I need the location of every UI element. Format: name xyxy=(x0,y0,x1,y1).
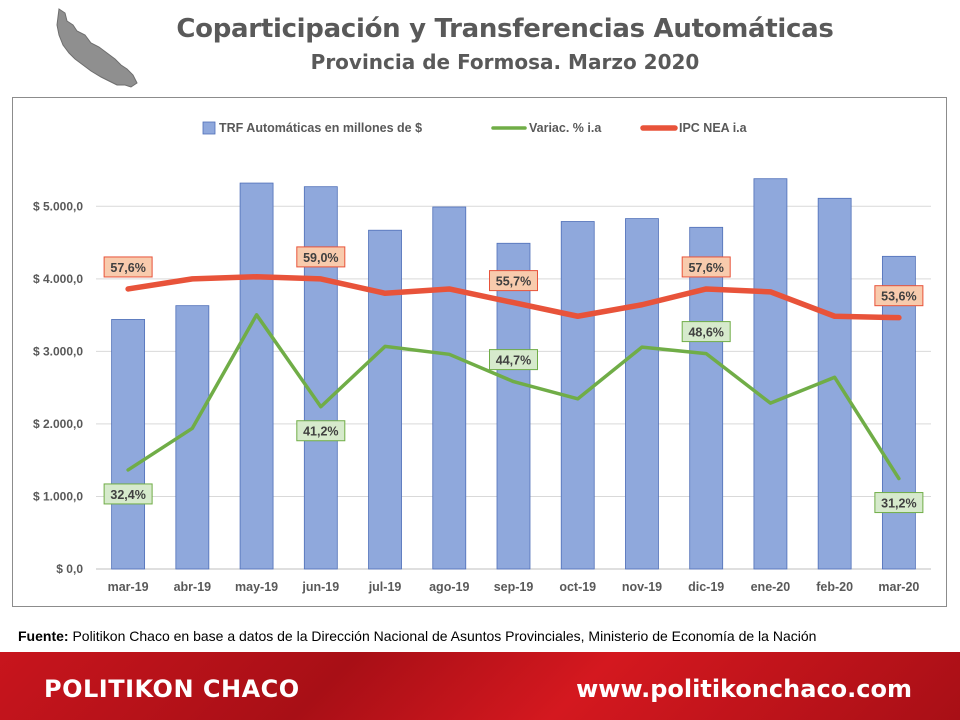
footer-brand: POLITIKON CHACO xyxy=(44,675,300,703)
data-label-text: 55,7% xyxy=(496,275,531,289)
bar xyxy=(881,255,916,570)
x-tick-label: feb-20 xyxy=(816,580,853,594)
data-label-text: 48,6% xyxy=(688,326,723,340)
bar xyxy=(689,226,724,570)
data-label: 59,0% xyxy=(296,246,346,268)
data-label-box xyxy=(874,492,924,514)
y-tick-label: $ 2.000,0 xyxy=(33,417,83,431)
series-line xyxy=(126,313,901,481)
legend-swatch xyxy=(202,121,216,135)
data-label-text: 57,6% xyxy=(110,261,145,275)
x-tick-label: oct-19 xyxy=(559,580,596,594)
data-label: 53,6% xyxy=(874,285,924,307)
data-label-box xyxy=(296,420,346,442)
data-label-text: 41,2% xyxy=(303,425,338,439)
data-label: 57,6% xyxy=(103,256,153,278)
data-label: 44,7% xyxy=(489,349,538,371)
data-label-text: 31,2% xyxy=(881,497,916,511)
legend-item: IPC NEA i.a xyxy=(640,121,748,135)
legend-item: Variac. % i.a xyxy=(491,121,602,135)
chart-frame: $ 0,0 $ 1.000,0 $ 2.000,0 $ 3.000,0 $ 4.000,… xyxy=(12,97,947,607)
x-tick-label: nov-19 xyxy=(622,580,662,594)
data-label: 32,4% xyxy=(103,483,153,505)
bar xyxy=(753,178,788,570)
x-tick-label: sep-19 xyxy=(494,580,534,594)
legend-label: IPC NEA i.a xyxy=(679,121,748,135)
x-tick-label: jul-19 xyxy=(368,580,402,594)
data-label-text: 44,7% xyxy=(496,354,531,368)
page-subtitle: Provincia de Formosa. Marzo 2020 xyxy=(310,50,700,74)
formosa-map-icon xyxy=(55,5,140,90)
y-tick-label: $ 5.000,0 xyxy=(33,199,83,213)
x-tick-label: mar-19 xyxy=(108,580,149,594)
x-tick-label: ene-20 xyxy=(751,580,791,594)
y-tick-label: $ 0,0 xyxy=(56,562,83,576)
data-label: 57,6% xyxy=(681,256,731,278)
source-note: Fuente: Politikon Chaco en base a datos … xyxy=(18,628,816,644)
x-tick-label: mar-20 xyxy=(878,580,919,594)
bar xyxy=(111,319,146,570)
bar xyxy=(368,229,402,570)
y-tick-label: $ 1.000,0 xyxy=(33,489,83,503)
data-label-text: 57,6% xyxy=(688,261,723,275)
x-tick-label: jun-19 xyxy=(301,580,339,594)
x-tick-label: dic-19 xyxy=(688,580,724,594)
series-line xyxy=(125,273,902,321)
data-label-text: 53,6% xyxy=(881,290,916,304)
bar xyxy=(625,218,659,570)
bar xyxy=(303,186,338,570)
x-tick-label: abr-19 xyxy=(174,580,212,594)
footer-bar xyxy=(0,652,960,720)
bar xyxy=(432,206,467,570)
legend-label: Variac. % i.a xyxy=(529,121,602,135)
y-tick-label: $ 3.000,0 xyxy=(33,344,83,358)
data-label-box xyxy=(296,246,346,268)
source-label: Fuente: xyxy=(18,628,69,644)
page-title: Coparticipación y Transferencias Automát… xyxy=(176,14,834,44)
footer-url[interactable]: www.politikonchaco.com xyxy=(576,675,912,703)
legend-label: TRF Automáticas en millones de $ xyxy=(219,121,422,135)
source-text: Politikon Chaco en base a datos de la Di… xyxy=(68,628,817,644)
chart: $ 0,0 $ 1.000,0 $ 2.000,0 $ 3.000,0 $ 4.000,… xyxy=(33,121,931,594)
x-tick-label: ago-19 xyxy=(429,580,469,594)
bar xyxy=(496,242,531,570)
data-label-box xyxy=(489,270,538,292)
data-label-box xyxy=(103,256,153,278)
data-label: 55,7% xyxy=(489,270,538,292)
data-label: 48,6% xyxy=(681,321,731,343)
x-tick-label: may-19 xyxy=(235,580,278,594)
data-label-text: 32,4% xyxy=(110,488,145,502)
bar xyxy=(817,197,852,570)
data-label-box xyxy=(681,321,731,343)
legend-item: TRF Automáticas en millones de $ xyxy=(202,121,422,135)
data-label-text: 59,0% xyxy=(303,251,338,265)
data-label-box xyxy=(489,349,538,371)
data-label: 31,2% xyxy=(874,492,924,514)
data-label-box xyxy=(874,285,924,307)
data-label: 41,2% xyxy=(296,420,346,442)
bar xyxy=(239,182,274,570)
data-label-box xyxy=(103,483,153,505)
y-tick-label: $ 4.000,0 xyxy=(33,272,83,286)
data-label-box xyxy=(681,256,731,278)
